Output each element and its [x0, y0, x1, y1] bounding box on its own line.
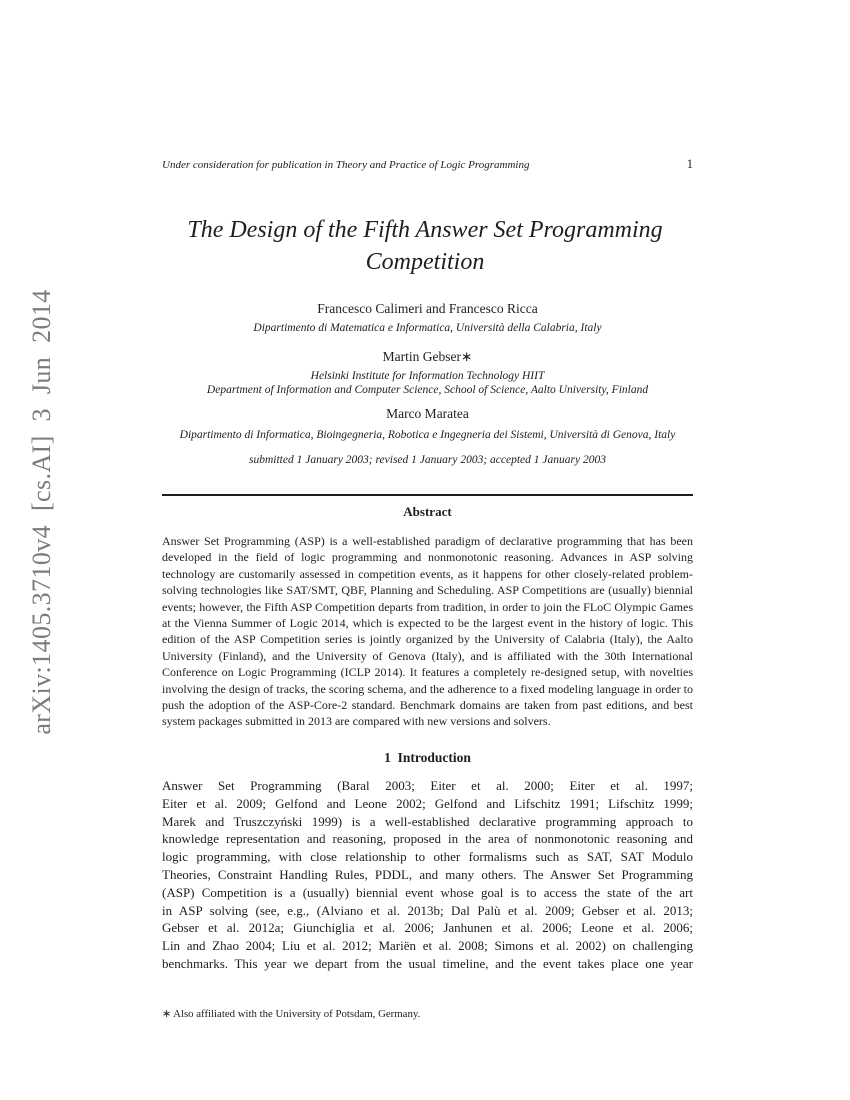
paper-title: The Design of the Fifth Answer Set Progr… [120, 214, 730, 278]
author-affiliation-aalto: Department of Information and Computer S… [206, 384, 649, 396]
intro-line: logic programming, with close relationsh… [162, 849, 693, 865]
author-affiliation-genova: Dipartimento di Informatica, Bioingegner… [179, 429, 676, 441]
intro-line: benchmarks. This year we depart from the… [162, 955, 693, 971]
paper-title-line2: Competition [365, 249, 485, 275]
intro-line: (ASP) Competition is a (usually) biennia… [162, 884, 693, 900]
intro-line: Eiter et al. 2009; Gelfond and Leone 200… [162, 795, 693, 811]
author-name-maratea: Marco Maratea [386, 406, 469, 421]
intro-line: Answer Set Programming (Baral 2003; Eite… [162, 778, 693, 793]
author-affiliation-calabria: Dipartimento di Matematica e Informatica… [253, 322, 602, 334]
abstract-heading: Abstract [403, 504, 452, 519]
author-name-gebser: Martin Gebser∗ [382, 349, 473, 364]
footnote-potsdam: ∗ Also affiliated with the University of… [162, 1008, 421, 1020]
intro-line: Gebser et al. 2012a; Giunchiglia et al. … [162, 920, 693, 936]
page-number: 1 [686, 157, 693, 171]
section-heading-introduction: 1 Introduction [384, 750, 471, 765]
running-head: Under consideration for publication in T… [162, 157, 693, 172]
abstract-text: Answer Set Programming (ASP) is a well-e… [162, 534, 693, 729]
intro-line: in ASP solving (see, e.g., (Alviano et a… [162, 902, 693, 918]
author-affiliation-hiit: Helsinki Institute for Information Techn… [310, 370, 545, 382]
running-title: Under consideration for publication in T… [162, 159, 530, 171]
intro-line: knowledge representation and reasoning, … [162, 831, 693, 847]
intro-line: Marek and Truszczyński 1999) is a well-e… [162, 813, 693, 829]
paper-title-line1: The Design of the Fifth Answer Set Progr… [187, 217, 663, 243]
intro-line: Theories, Constraint Handling Rules, PDD… [162, 866, 693, 882]
arxiv-watermark: arXiv:1405.3710v4 [cs.AI] 3 Jun 2014 [27, 289, 56, 735]
introduction-paragraph: Answer Set Programming (Baral 2003; Eite… [162, 777, 693, 973]
author-name-calimeri-ricca: Francesco Calimeri and Francesco Ricca [317, 301, 538, 316]
abstract-rule [162, 494, 693, 496]
intro-line: Lin and Zhao 2004; Liu et al. 2012; Mari… [162, 938, 693, 954]
submission-history: submitted 1 January 2003; revised 1 Janu… [249, 454, 606, 466]
